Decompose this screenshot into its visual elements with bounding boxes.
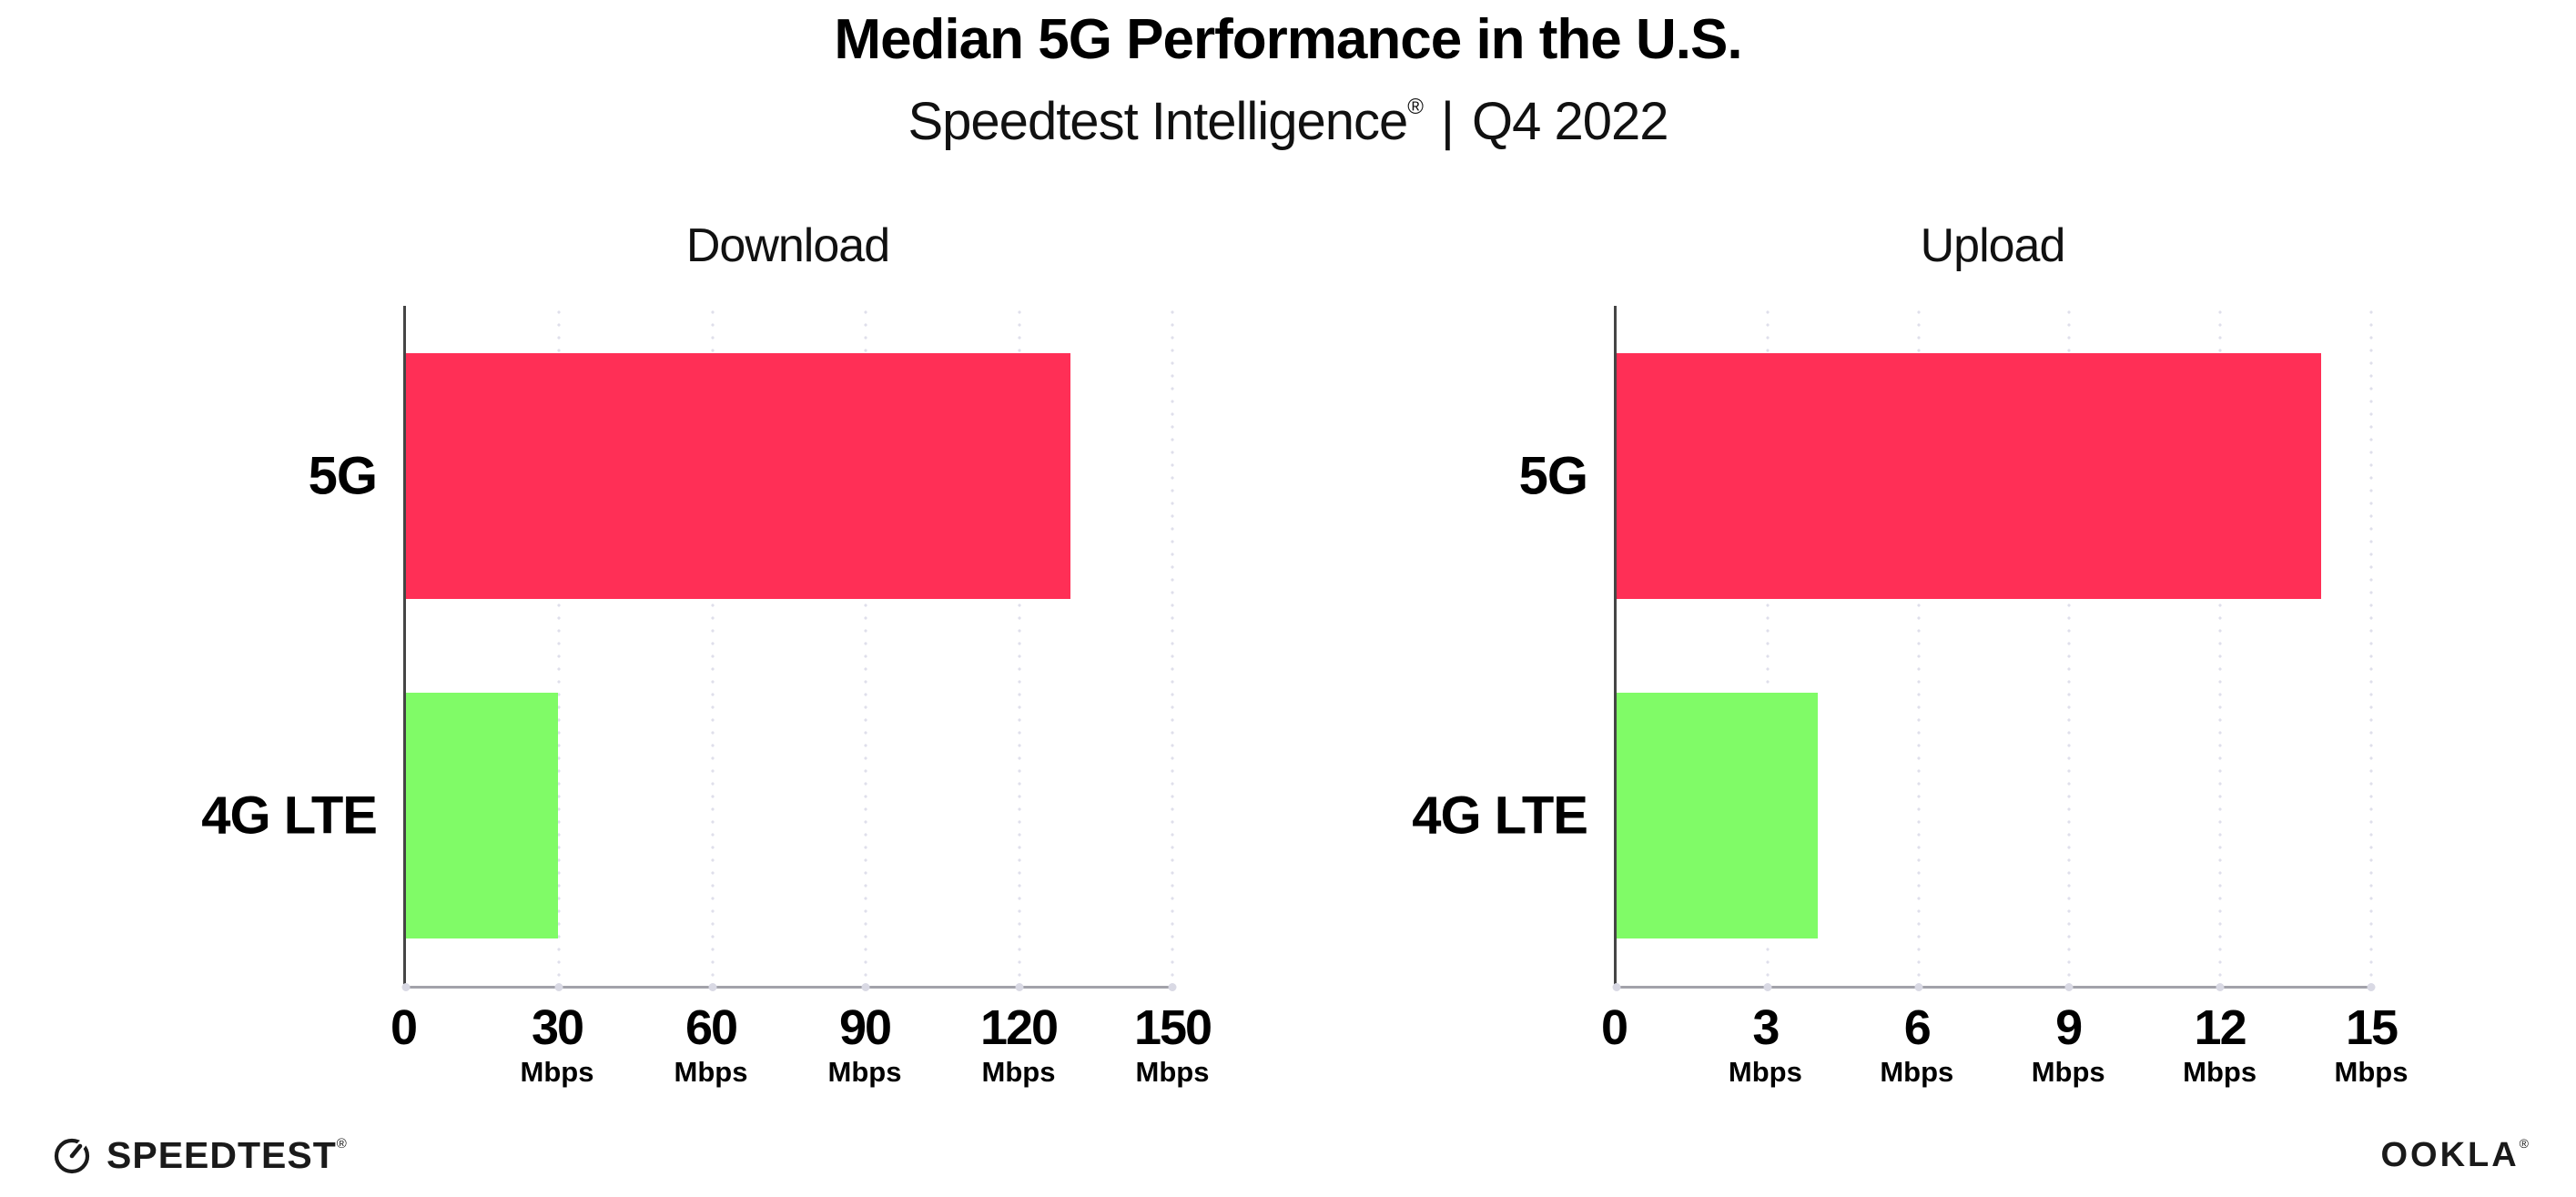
bar-4g-lte xyxy=(1617,693,1819,939)
x-tick-value: 3 xyxy=(1752,1000,1780,1055)
footer: SPEEDTEST ® OOKLA ® xyxy=(50,1130,2529,1181)
x-tick-12: 12 Mbps xyxy=(2183,1003,2257,1086)
axis-tick-dot-0 xyxy=(401,983,411,991)
axis-tick-dot-0 xyxy=(1612,983,1621,991)
category-label-5g: 5G xyxy=(308,446,378,506)
x-tick-6: 6 Mbps xyxy=(1880,1003,1953,1086)
x-tick-0: 0 xyxy=(1600,1000,1628,1055)
axis-tick-dot-6 xyxy=(1914,983,1923,991)
axis-tick-dot-60 xyxy=(708,983,717,991)
page-subtitle: Speedtest Intelligence® | Q4 2022 xyxy=(0,91,2576,152)
x-tick-value: 120 xyxy=(979,1000,1059,1055)
subtitle-brand: Speedtest Intelligence xyxy=(908,92,1408,151)
gridline-12 xyxy=(2218,306,2222,986)
bar-5g xyxy=(406,352,1070,599)
x-tick-unit: Mbps xyxy=(1880,1056,1954,1088)
axis-tick-dot-3 xyxy=(1763,983,1772,991)
download-plot-area: 5G 4G LTE xyxy=(201,306,1177,991)
subtitle-separator: | xyxy=(1440,92,1455,151)
axis-tick-dot-9 xyxy=(2064,983,2074,991)
x-tick-value: 15 xyxy=(2345,1000,2399,1055)
speedtest-registered-mark: ® xyxy=(336,1136,347,1151)
x-tick-60: 60 Mbps xyxy=(674,1003,748,1086)
x-tick-15: 15 Mbps xyxy=(2335,1003,2409,1086)
gridline-9 xyxy=(2067,306,2071,986)
upload-x-axis-ticks: 0 3 Mbps 6 Mbps 9 Mbps 12 Mbps 15 Mbps xyxy=(1601,1003,2408,1112)
upload-plot-area: 5G 4G LTE xyxy=(1412,306,2376,991)
gridline-6 xyxy=(1917,306,1921,986)
download-chart-title: Download xyxy=(685,219,890,272)
bar-5g xyxy=(1617,352,2321,599)
x-tick-unit: Mbps xyxy=(2031,1056,2105,1088)
ookla-registered-mark: ® xyxy=(2519,1136,2529,1151)
upload-category-labels: 5G 4G LTE xyxy=(1412,306,2371,986)
x-tick-3: 3 Mbps xyxy=(1729,1003,1802,1086)
x-tick-value: 6 xyxy=(1903,1000,1932,1055)
x-tick-unit: Mbps xyxy=(1135,1056,1210,1088)
gridline-3 xyxy=(1766,306,1770,986)
x-tick-90: 90 Mbps xyxy=(828,1003,902,1086)
download-gridlines xyxy=(406,306,1174,986)
speedtest-wordmark: SPEEDTEST xyxy=(106,1134,337,1176)
ookla-logo: OOKLA ® xyxy=(2380,1135,2529,1175)
upload-chart-panel: Upload 5G 4G LTE 0 3 Mbps 6 Mbps 9 Mbps 12 Mbps 15… xyxy=(1412,218,2408,1112)
upload-chart-title: Upload xyxy=(1920,219,2066,272)
axis-tick-dot-120 xyxy=(1015,983,1024,991)
x-tick-unit: Mbps xyxy=(674,1056,748,1088)
x-tick-120: 120 Mbps xyxy=(979,1000,1059,1088)
upload-gridlines xyxy=(1617,306,2373,986)
registered-mark: ® xyxy=(1407,95,1424,119)
download-x-axis-ticks: 0 30 Mbps 60 Mbps 90 Mbps 120 Mbps 150 Mbps xyxy=(390,1000,1212,1112)
gridline-150 xyxy=(1171,306,1174,986)
gridline-120 xyxy=(1018,306,1021,986)
gridline-60 xyxy=(711,306,715,986)
axis-tick-dot-150 xyxy=(1168,983,1177,991)
x-tick-9: 9 Mbps xyxy=(2032,1003,2105,1086)
category-label-4g-lte: 4G LTE xyxy=(1412,786,1588,846)
x-tick-unit: Mbps xyxy=(827,1056,902,1088)
upload-bars xyxy=(1617,306,2371,986)
category-label-5g: 5G xyxy=(1518,446,1588,506)
speedtest-gauge-icon xyxy=(54,1138,90,1174)
ookla-wordmark: OOKLA xyxy=(2380,1136,2520,1174)
x-tick-value: 9 xyxy=(2055,1000,2083,1055)
axis-tick-dot-15 xyxy=(2367,983,2376,991)
page-title: Median 5G Performance in the U.S. xyxy=(834,8,1742,71)
x-tick-unit: Mbps xyxy=(2183,1056,2257,1088)
axis-tick-dot-30 xyxy=(554,983,563,991)
download-chart-panel: Download 5G 4G LTE 0 30 Mbps 60 Mbps 90 Mbps 120… xyxy=(201,218,1212,1112)
x-tick-150: 150 Mbps xyxy=(1133,1000,1212,1088)
x-tick-0: 0 xyxy=(390,1000,418,1055)
speedtest-logo: SPEEDTEST ® xyxy=(50,1133,347,1177)
gridline-30 xyxy=(557,306,561,986)
x-tick-unit: Mbps xyxy=(1728,1056,1802,1088)
x-tick-value: 90 xyxy=(838,1000,892,1055)
bar-4g-lte xyxy=(406,693,558,939)
subtitle-period: Q4 2022 xyxy=(1472,92,1669,151)
gridline-15 xyxy=(2369,306,2373,986)
x-tick-value: 60 xyxy=(685,1000,738,1055)
gridline-90 xyxy=(864,306,867,986)
x-tick-value: 0 xyxy=(1600,1000,1628,1055)
download-category-labels: 5G 4G LTE xyxy=(201,306,1172,986)
x-tick-value: 30 xyxy=(531,1000,584,1055)
axis-tick-dot-12 xyxy=(2216,983,2225,991)
x-tick-unit: Mbps xyxy=(981,1056,1056,1088)
x-tick-value: 0 xyxy=(390,1000,418,1055)
category-label-4g-lte: 4G LTE xyxy=(201,786,378,846)
x-tick-value: 150 xyxy=(1133,1000,1212,1055)
x-tick-unit: Mbps xyxy=(520,1056,594,1088)
x-tick-30: 30 Mbps xyxy=(521,1003,594,1086)
download-bars xyxy=(406,306,1172,986)
x-tick-unit: Mbps xyxy=(2334,1056,2409,1088)
axis-tick-dot-90 xyxy=(861,983,870,991)
x-tick-value: 12 xyxy=(2194,1000,2247,1055)
